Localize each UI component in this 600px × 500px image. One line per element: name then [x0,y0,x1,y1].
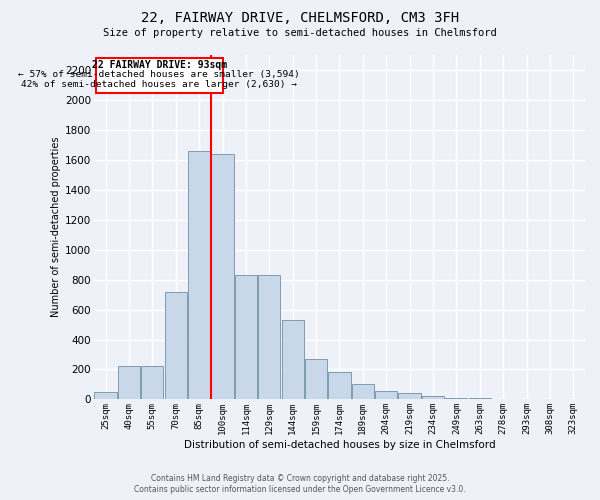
Bar [492,399,514,400]
Bar [94,392,116,400]
Bar [281,320,304,400]
Y-axis label: Number of semi-detached properties: Number of semi-detached properties [50,137,61,318]
Bar [164,292,187,400]
Bar [422,396,444,400]
Bar [469,398,491,400]
Text: Size of property relative to semi-detached houses in Chelmsford: Size of property relative to semi-detach… [103,28,497,38]
Bar [188,151,210,400]
X-axis label: Distribution of semi-detached houses by size in Chelmsford: Distribution of semi-detached houses by … [184,440,495,450]
Bar [445,398,467,400]
Bar [211,154,233,400]
Text: 22, FAIRWAY DRIVE, CHELMSFORD, CM3 3FH: 22, FAIRWAY DRIVE, CHELMSFORD, CM3 3FH [141,12,459,26]
Bar [258,275,280,400]
Bar [235,275,257,400]
Bar [96,58,223,93]
Bar [398,394,421,400]
Bar [141,366,163,400]
Bar [375,391,397,400]
Text: 42% of semi-detached houses are larger (2,630) →: 42% of semi-detached houses are larger (… [22,80,298,89]
Text: 22 FAIRWAY DRIVE: 93sqm: 22 FAIRWAY DRIVE: 93sqm [92,60,227,70]
Bar [305,359,327,400]
Bar [118,366,140,400]
Bar [352,384,374,400]
Text: Contains HM Land Registry data © Crown copyright and database right 2025.
Contai: Contains HM Land Registry data © Crown c… [134,474,466,494]
Text: ← 57% of semi-detached houses are smaller (3,594): ← 57% of semi-detached houses are smalle… [19,70,300,79]
Bar [328,372,350,400]
